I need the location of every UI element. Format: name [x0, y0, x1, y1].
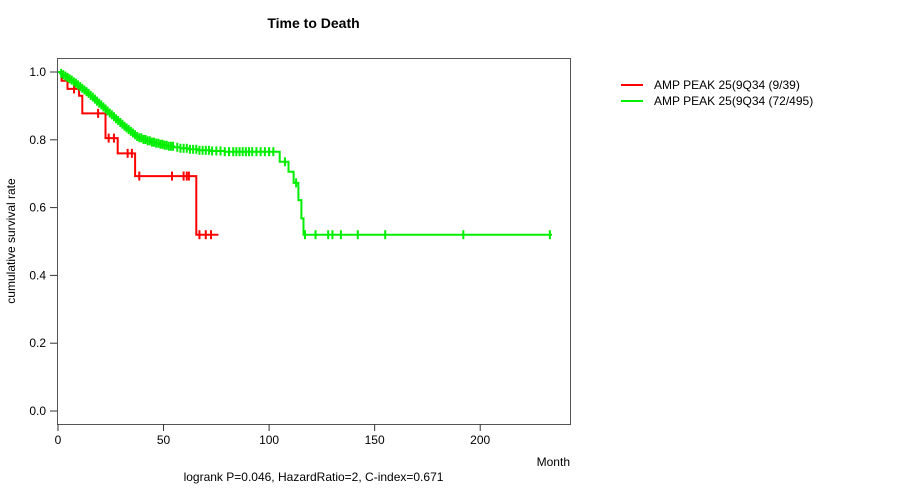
y-tick-label: 0.8: [29, 133, 46, 147]
legend-item-green: AMP PEAK 25(9Q34 (72/495): [621, 93, 813, 109]
x-tick-label: 150: [365, 433, 385, 447]
plot-box: [57, 58, 571, 425]
legend-line-sample-red: [621, 84, 643, 86]
stats-annotation: logrank P=0.046, HazardRatio=2, C-index=…: [183, 470, 444, 484]
y-tick-label: 0.0: [29, 404, 46, 418]
x-tick-label: 100: [259, 433, 279, 447]
x-axis-label: Month: [536, 455, 570, 469]
legend-label-red: AMP PEAK 25(9Q34 (9/39): [654, 78, 800, 92]
y-tick-label: 1.0: [29, 65, 46, 79]
survival-curve-red: [58, 71, 219, 236]
x-tick-label: 50: [157, 433, 171, 447]
legend-line-sample-green: [621, 100, 643, 102]
legend-label-green: AMP PEAK 25(9Q34 (72/495): [654, 94, 814, 108]
x-tick-label: 0: [55, 433, 62, 447]
y-axis-label: cumulative survival rate: [4, 178, 18, 304]
x-tick-label: 200: [470, 433, 490, 447]
y-tick-label: 0.6: [29, 201, 46, 215]
survival-curve-green: [58, 71, 552, 236]
legend: AMP PEAK 25(9Q34 (9/39) AMP PEAK 25(9Q34…: [621, 77, 813, 109]
y-tick-label: 0.4: [29, 268, 46, 282]
chart-title: Time to Death: [267, 15, 360, 31]
y-tick-label: 0.2: [29, 336, 46, 350]
legend-item-red: AMP PEAK 25(9Q34 (9/39): [621, 77, 813, 93]
